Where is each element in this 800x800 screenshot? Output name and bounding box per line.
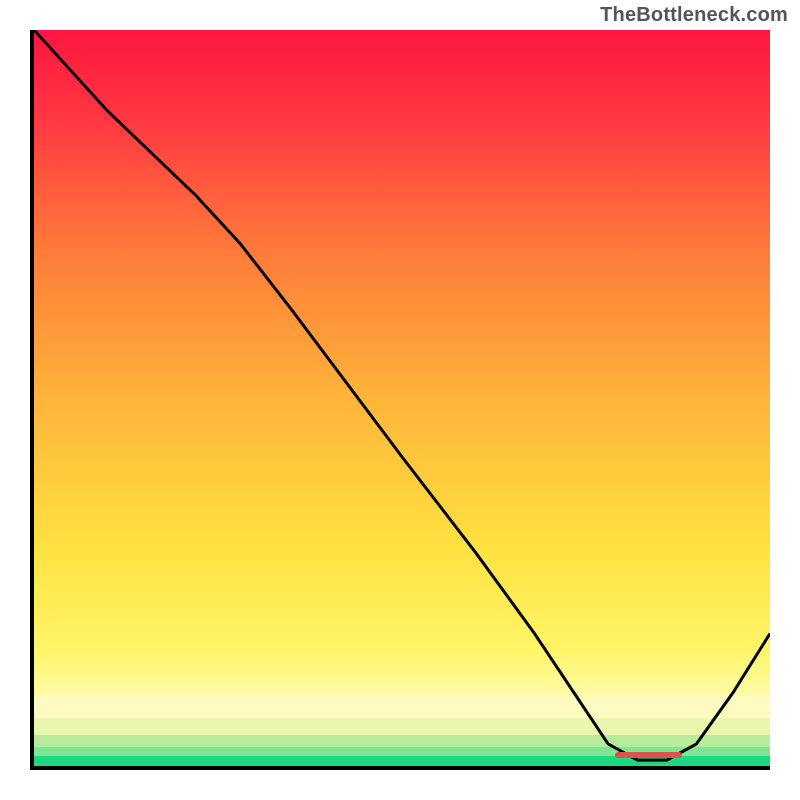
optimum-marker — [615, 752, 681, 758]
watermark-text: TheBottleneck.com — [600, 4, 788, 27]
bottleneck-curve-svg — [34, 30, 770, 766]
plot-area — [30, 30, 770, 770]
bottleneck-curve — [34, 30, 770, 760]
bottleneck-chart: TheBottleneck.com — [0, 0, 800, 800]
